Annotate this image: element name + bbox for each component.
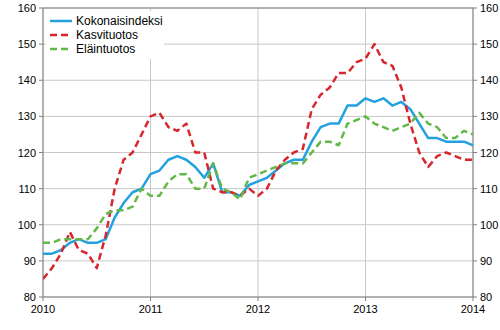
y2-tick-label: 80 [480,291,492,303]
x-tick [258,297,259,301]
y2-tick-label: 100 [480,219,498,231]
y-tick-label: 140 [18,74,36,86]
y2-tick [473,152,477,153]
y-tick-label: 160 [18,2,36,14]
y-tick-label: 90 [24,255,36,267]
y2-tick [473,224,477,225]
y-tick-label: 130 [18,110,36,122]
y-tick [39,8,43,9]
legend-label: Kasvituotos [76,28,138,42]
x-tick [150,297,151,301]
x-tick [365,297,366,301]
y2-tick-label: 150 [480,38,498,50]
x-tick [473,297,474,301]
y2-tick [473,260,477,261]
y2-tick-label: 120 [480,147,498,159]
x-tick-label: 2010 [31,303,55,315]
y-tick [39,44,43,45]
legend-swatch [50,34,72,37]
y-tick-label: 80 [24,291,36,303]
x-tick [43,297,44,301]
y2-tick [473,44,477,45]
y2-tick-label: 130 [480,110,498,122]
y2-tick [473,116,477,117]
y-tick-label: 150 [18,38,36,50]
y-tick [39,224,43,225]
y-tick [39,80,43,81]
legend-swatch [50,20,72,23]
x-tick-label: 2013 [353,303,377,315]
tick-labels: 80 90 100 110 120 130 140 150 160 80 90 100 110 120 13… [18,2,499,315]
chart: 80 90 100 110 120 130 140 150 160 80 90 100 110 120 13… [0,0,500,330]
y-tick [39,260,43,261]
y2-tick-label: 90 [480,255,492,267]
y2-tick [473,297,477,298]
legend-label: Kokonaisindeksi [76,14,163,28]
legend-box [46,11,164,59]
series-line [43,113,473,243]
y-tick-label: 110 [18,183,36,195]
y2-tick [473,8,477,9]
y-tick [39,297,43,298]
x-tick-label: 2011 [139,303,163,315]
legend-label: Eläintuotos [76,42,135,56]
y2-tick [473,188,477,189]
x-tick-label: 2014 [461,303,485,315]
grid [43,8,473,297]
y-tick [39,188,43,189]
series-lines [43,44,473,279]
y-tick [39,152,43,153]
page: {"chart_data": { "type": "line", "x": [2… [0,0,500,330]
x-grid-line [365,8,366,297]
y2-tick [473,80,477,81]
y-tick [39,116,43,117]
y2-tick-label: 160 [480,2,498,14]
series-line [43,98,473,253]
y2-tick-label: 140 [480,74,498,86]
y-tick-label: 120 [18,147,36,159]
series-line [43,44,473,279]
x-grid-line [258,8,259,297]
x-tick-label: 2012 [246,303,270,315]
legend-swatch [50,48,72,51]
plot-frame [43,8,473,297]
y2-tick-label: 110 [480,183,498,195]
legend: KokonaisindeksiKasvituotosEläintuotos [46,11,164,59]
y-tick-label: 100 [18,219,36,231]
